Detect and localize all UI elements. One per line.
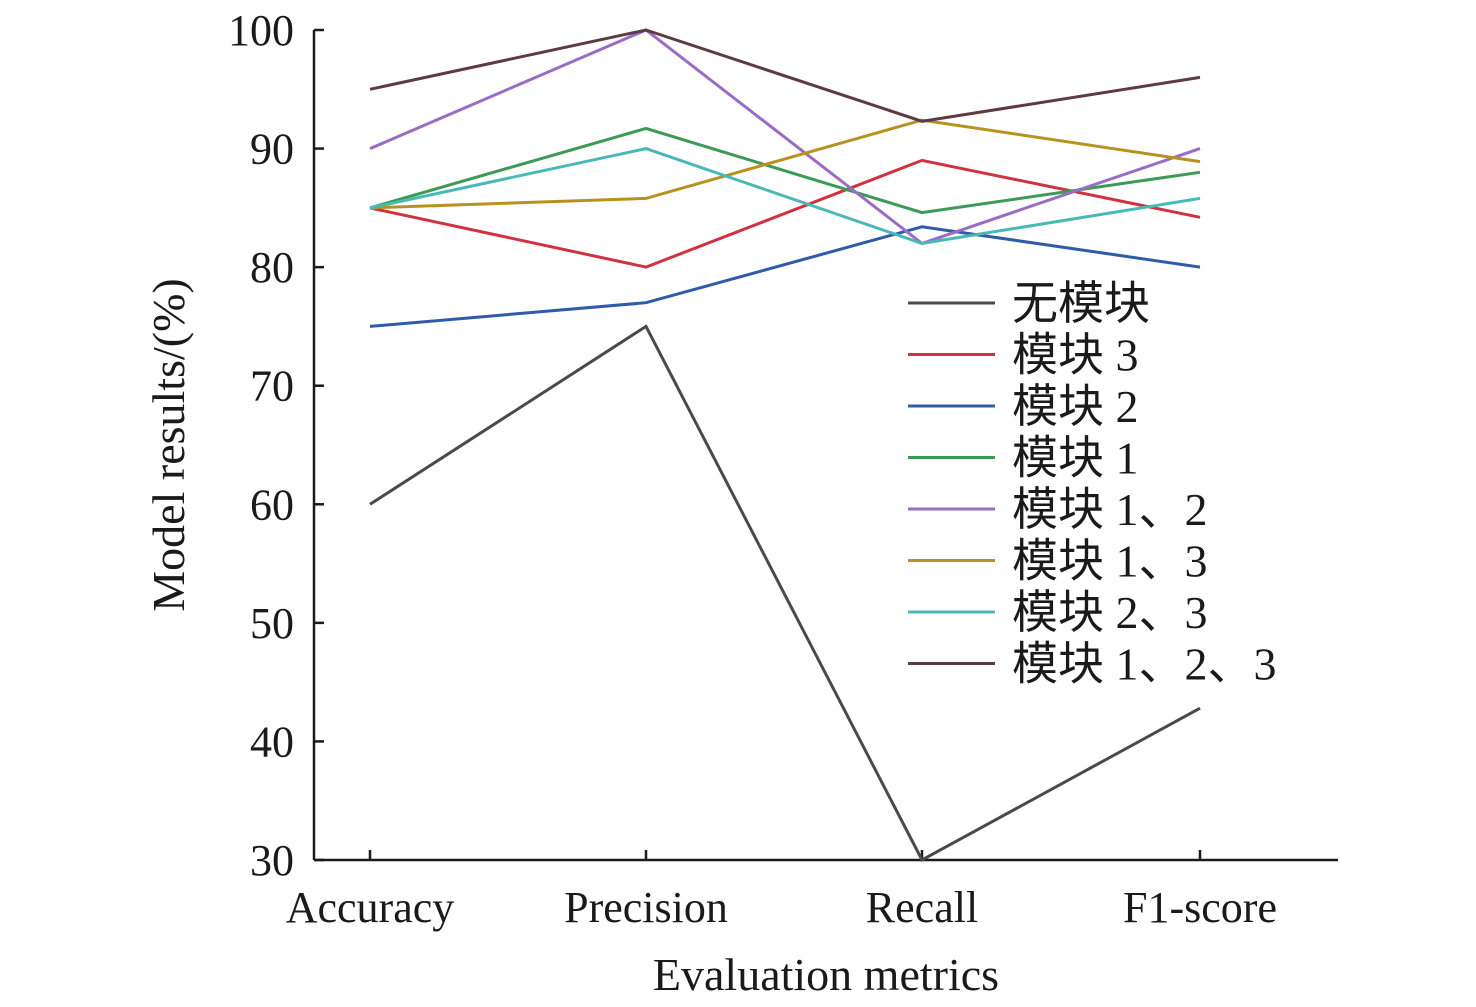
y-tick-label: 90	[250, 125, 294, 174]
series-line	[369, 28, 1201, 246]
axes	[312, 30, 1338, 862]
series-line	[369, 225, 1201, 328]
x-axis-title: Evaluation metrics	[653, 949, 999, 1000]
x-tick-label: Precision	[564, 883, 728, 932]
legend-label: 模块 1	[1012, 433, 1139, 484]
y-ticks: 30 40 50 60 70 80 90 100	[228, 6, 324, 885]
y-tick-label: 80	[250, 243, 294, 292]
y-tick-label: 60	[250, 480, 294, 529]
series-line	[369, 118, 1201, 210]
y-axis-title: Model results/(%)	[143, 278, 194, 611]
y-tick-label: 50	[250, 599, 294, 648]
y-tick-label: 30	[250, 836, 294, 885]
series-line	[369, 126, 1201, 215]
series-line	[369, 324, 1201, 863]
series-lines	[369, 28, 1201, 863]
legend-label: 模块 1、3	[1012, 536, 1208, 587]
legend-label: 模块 1、2	[1012, 484, 1208, 535]
x-tick-label: Accuracy	[286, 883, 455, 932]
y-tick-label: 100	[228, 6, 294, 55]
series-line	[369, 28, 1201, 123]
x-tick-label: Recall	[866, 883, 978, 932]
legend-label: 模块 2、3	[1012, 587, 1208, 638]
series-line	[369, 147, 1201, 245]
legend-label: 无模块	[1012, 278, 1150, 329]
legend-label: 模块 1、2、3	[1012, 639, 1277, 690]
legend-label: 模块 3	[1012, 330, 1139, 381]
x-tick-label: F1-score	[1123, 883, 1277, 932]
y-tick-label: 40	[250, 717, 294, 766]
x-ticks: Accuracy Precision Recall F1-score	[286, 850, 1277, 932]
legend-label: 模块 2	[1012, 381, 1139, 432]
y-tick-label: 70	[250, 362, 294, 411]
series-line	[369, 158, 1201, 269]
